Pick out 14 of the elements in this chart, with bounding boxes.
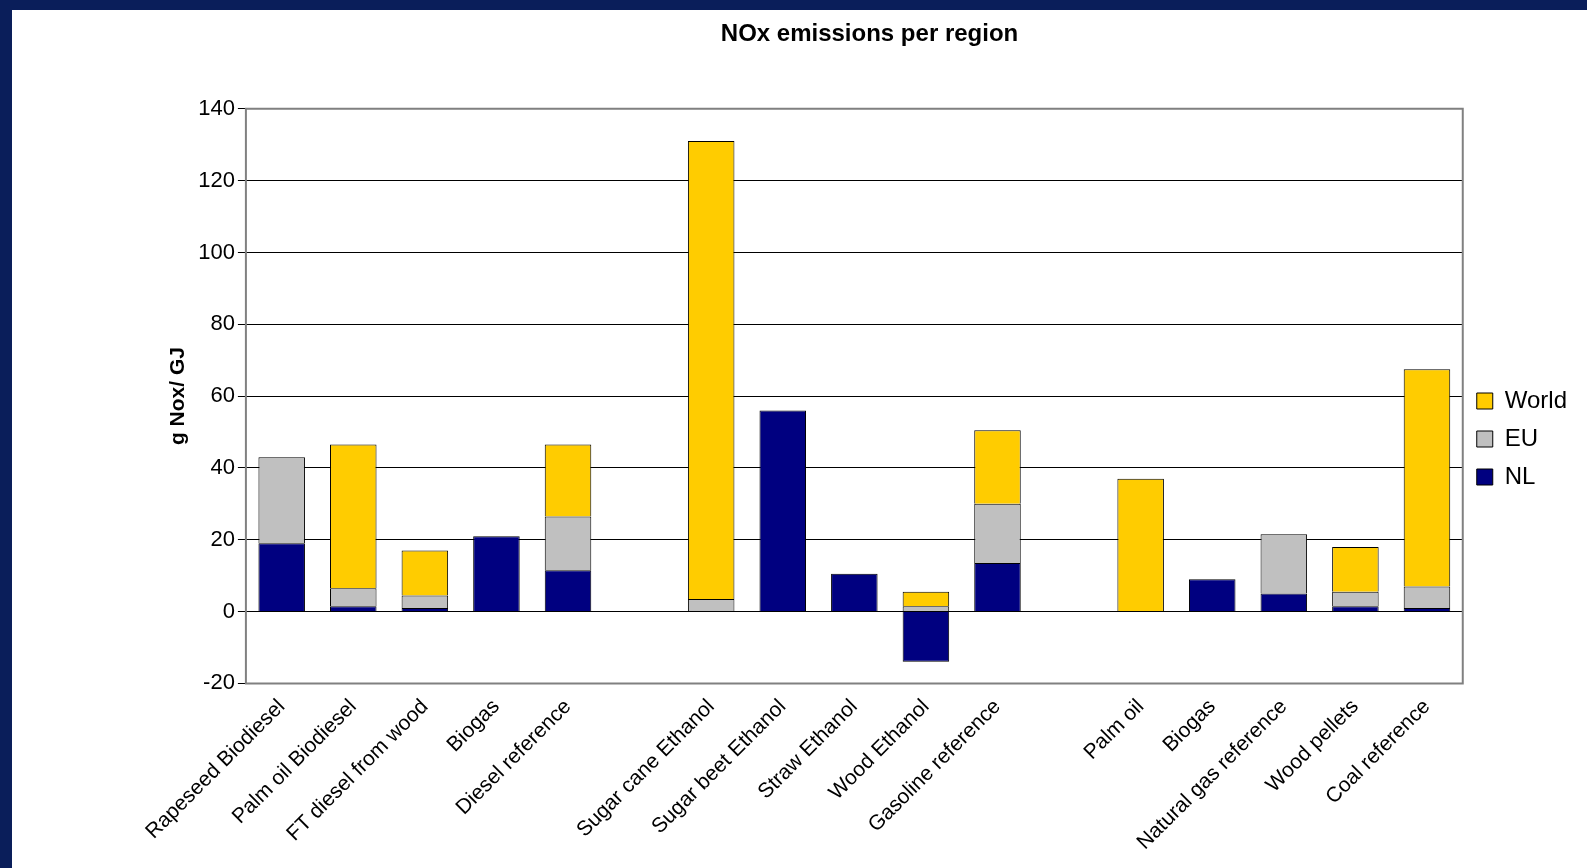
y-tick-label: 0 xyxy=(222,597,235,623)
y-tick-label: 80 xyxy=(210,310,235,336)
legend-label: EU xyxy=(1504,423,1539,451)
y-tick-label: -20 xyxy=(203,669,235,695)
y-axis-title: g Nox/ GJ xyxy=(165,347,189,446)
chart-title: NOx emissions per region xyxy=(720,19,1019,47)
legend-label: World xyxy=(1504,385,1568,413)
legend-label: NL xyxy=(1504,461,1536,489)
y-tick-label: 60 xyxy=(210,382,235,408)
y-tick-label: 140 xyxy=(198,94,235,120)
y-tick-label: 40 xyxy=(210,453,235,479)
y-tick-label: 100 xyxy=(198,238,235,264)
y-tick-label: 120 xyxy=(198,166,235,192)
y-tick-label: 20 xyxy=(210,525,235,551)
